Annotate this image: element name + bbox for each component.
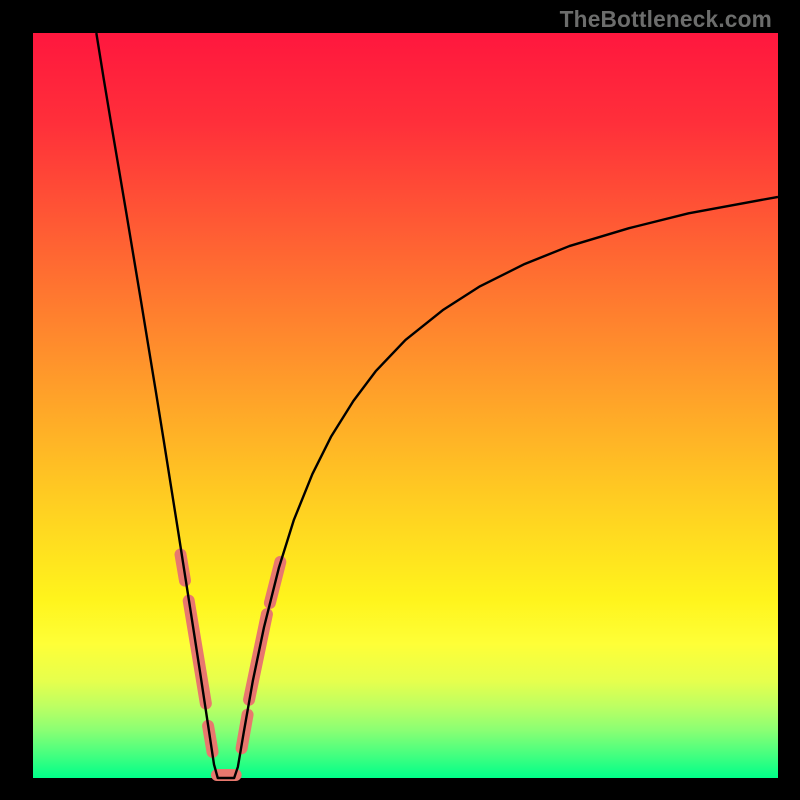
bottleneck-curve bbox=[96, 33, 778, 778]
watermark-text: TheBottleneck.com bbox=[560, 6, 772, 33]
chart-svg bbox=[0, 0, 800, 800]
